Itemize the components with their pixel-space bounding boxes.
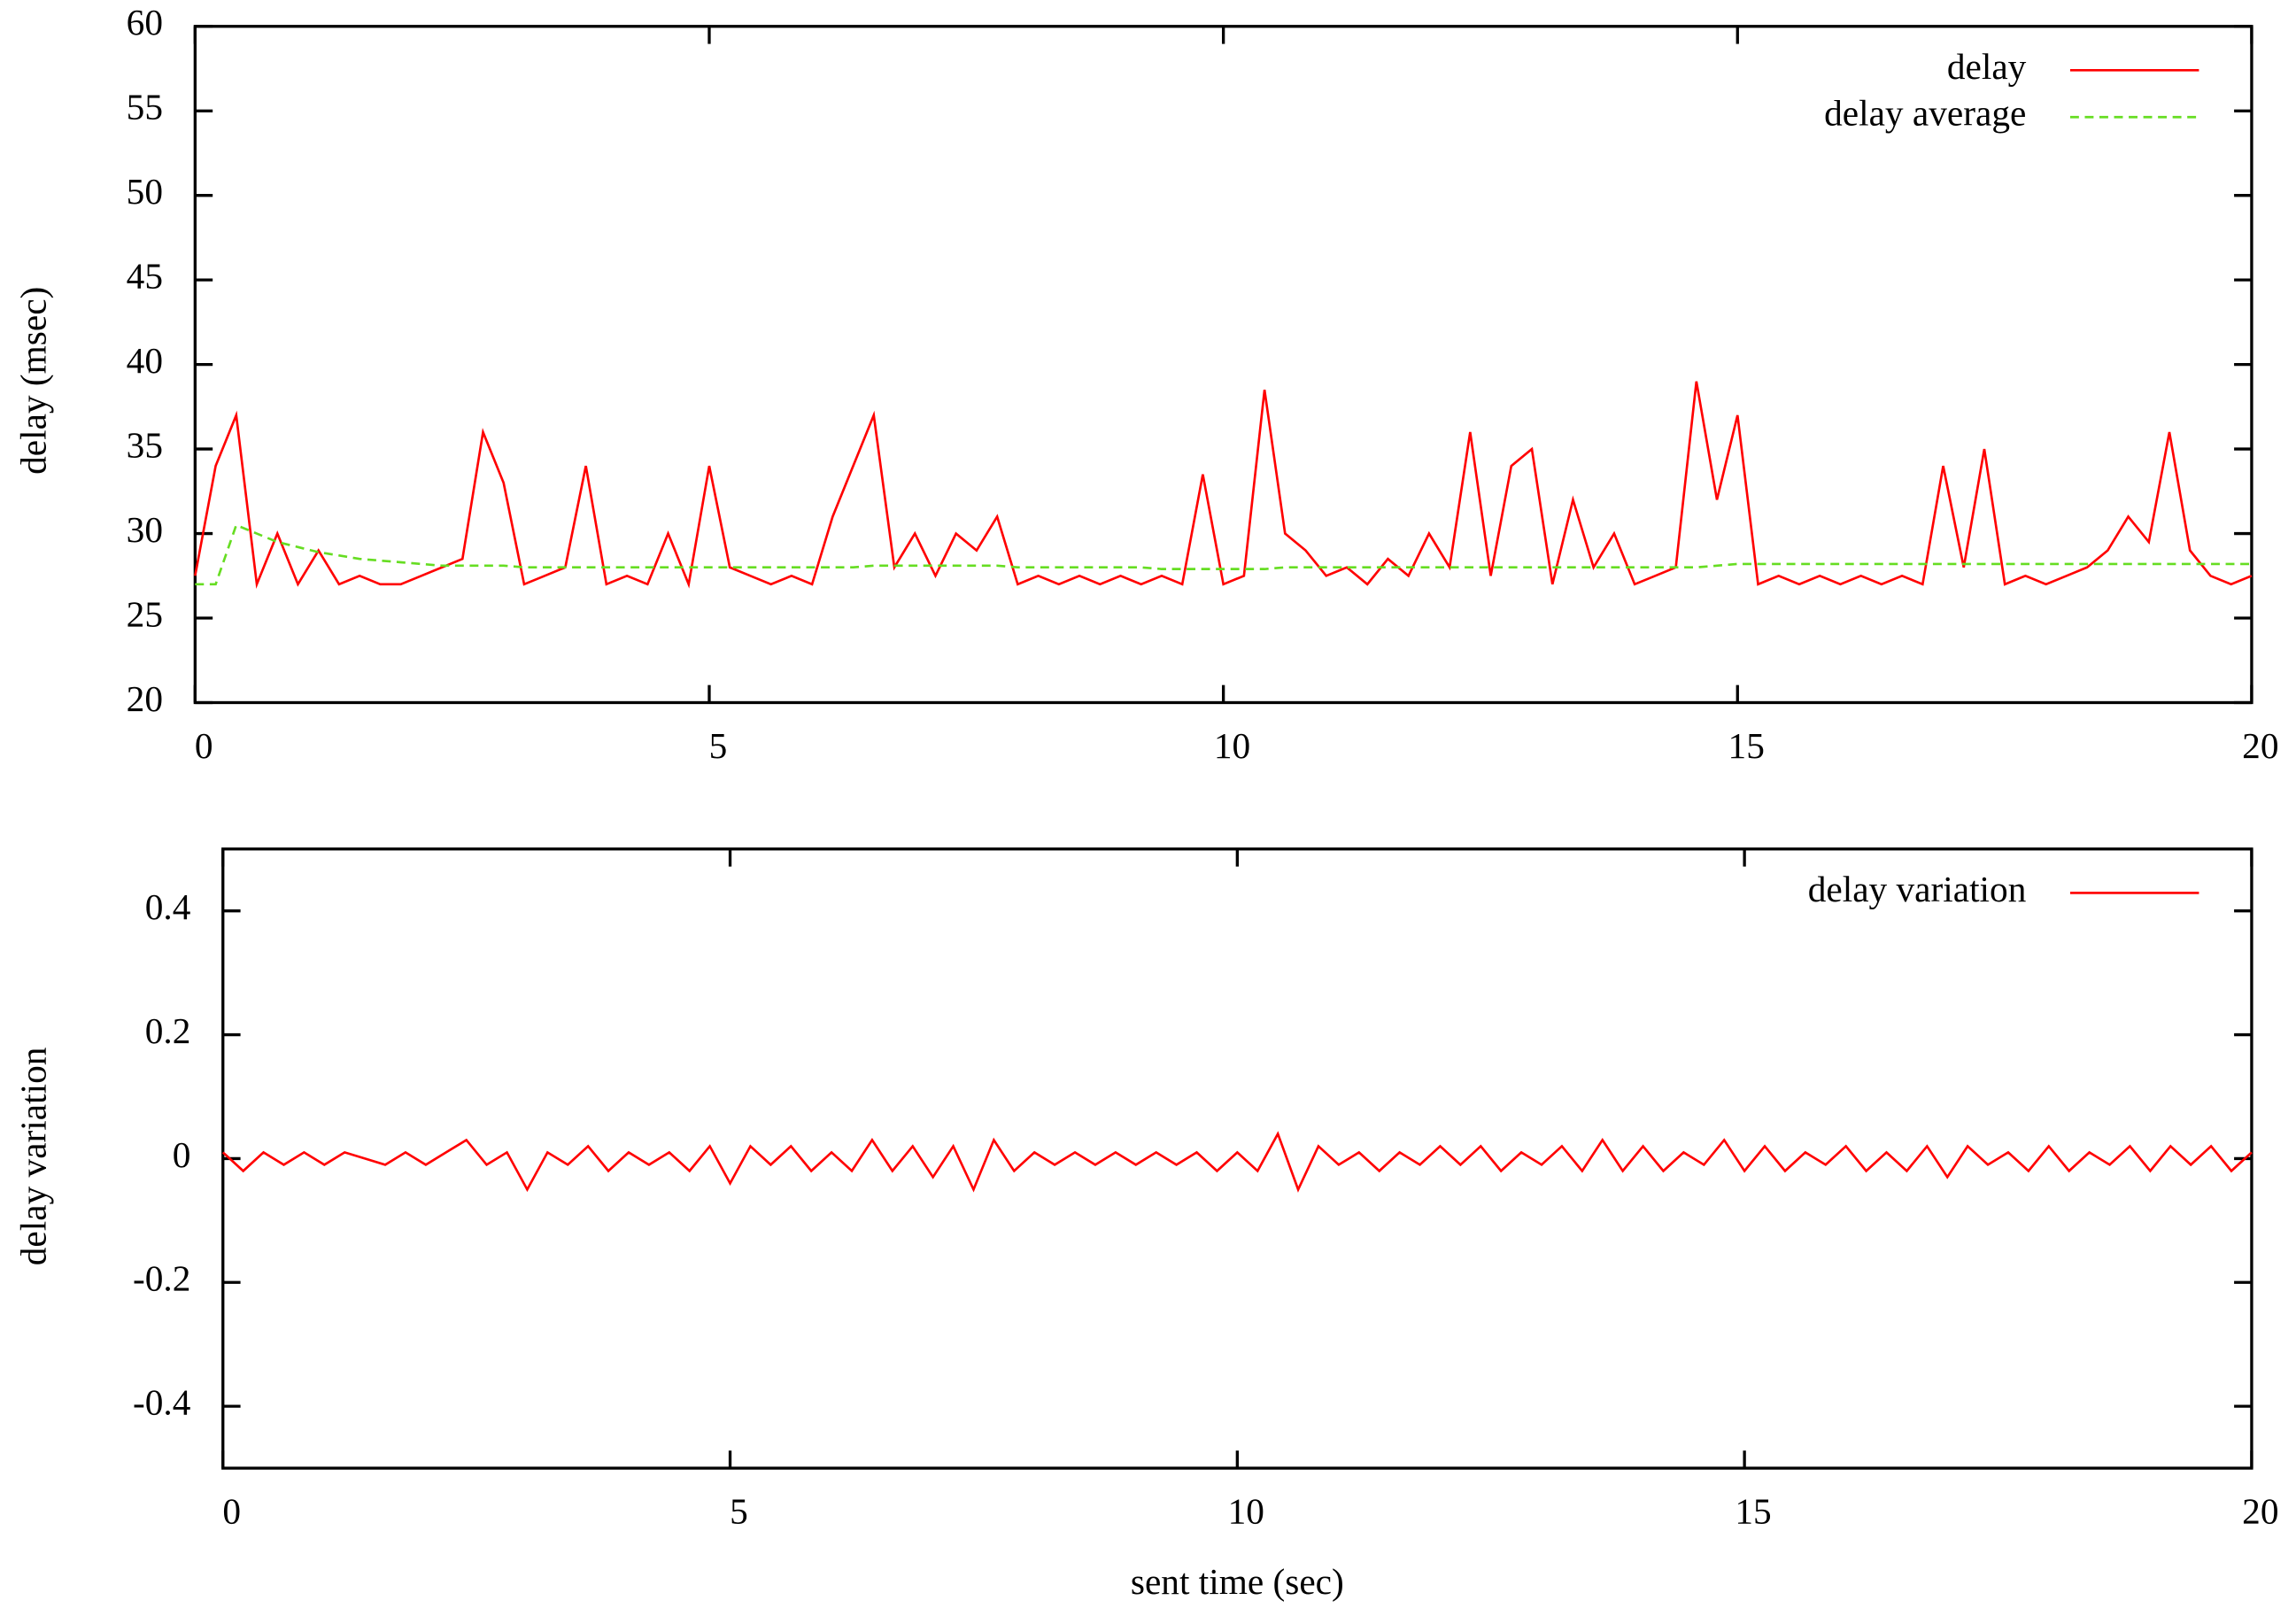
legend-label: delay xyxy=(1947,46,2027,87)
series-line xyxy=(194,381,2253,590)
y-tick-label: 25 xyxy=(127,593,163,634)
y-tick-label: 0.4 xyxy=(145,886,191,927)
x-tick-label: 0 xyxy=(222,1490,241,1531)
x-tick-label: 5 xyxy=(730,1490,748,1531)
legend-label: delay variation xyxy=(1808,869,2027,909)
x-tick-label: 20 xyxy=(2242,1490,2278,1531)
y-tick-label: 60 xyxy=(127,2,163,43)
x-tick-label: 10 xyxy=(1214,725,1250,766)
x-tick-label: 15 xyxy=(1735,1490,1771,1531)
plot-frame xyxy=(221,847,2253,1470)
series-line xyxy=(195,523,2252,586)
y-tick-label: 45 xyxy=(127,256,163,297)
x-tick-label: 10 xyxy=(1228,1490,1264,1531)
y-axis-label: delay (msec) xyxy=(12,287,54,475)
y-tick-label: 0.2 xyxy=(145,1010,191,1051)
series-line xyxy=(221,1131,2253,1193)
x-tick-label: 20 xyxy=(2242,725,2278,766)
x-axis-label: sent time (sec) xyxy=(1131,1561,1344,1603)
y-tick-label: 0 xyxy=(173,1134,191,1175)
x-tick-label: 15 xyxy=(1728,725,1765,766)
y-tick-label: 50 xyxy=(127,171,163,212)
legend-label: delay average xyxy=(1824,93,2026,134)
x-tick-label: 5 xyxy=(709,725,728,766)
y-tick-label: 55 xyxy=(127,87,163,128)
x-tick-label: 0 xyxy=(195,725,213,766)
y-tick-label: -0.4 xyxy=(133,1382,191,1423)
y-tick-label: 35 xyxy=(127,425,163,466)
y-tick-label: 30 xyxy=(127,509,163,550)
y-axis-label: delay variation xyxy=(12,1047,53,1265)
y-tick-label: 40 xyxy=(127,340,163,381)
y-tick-label: -0.2 xyxy=(133,1258,190,1299)
y-tick-label: 20 xyxy=(127,678,163,719)
